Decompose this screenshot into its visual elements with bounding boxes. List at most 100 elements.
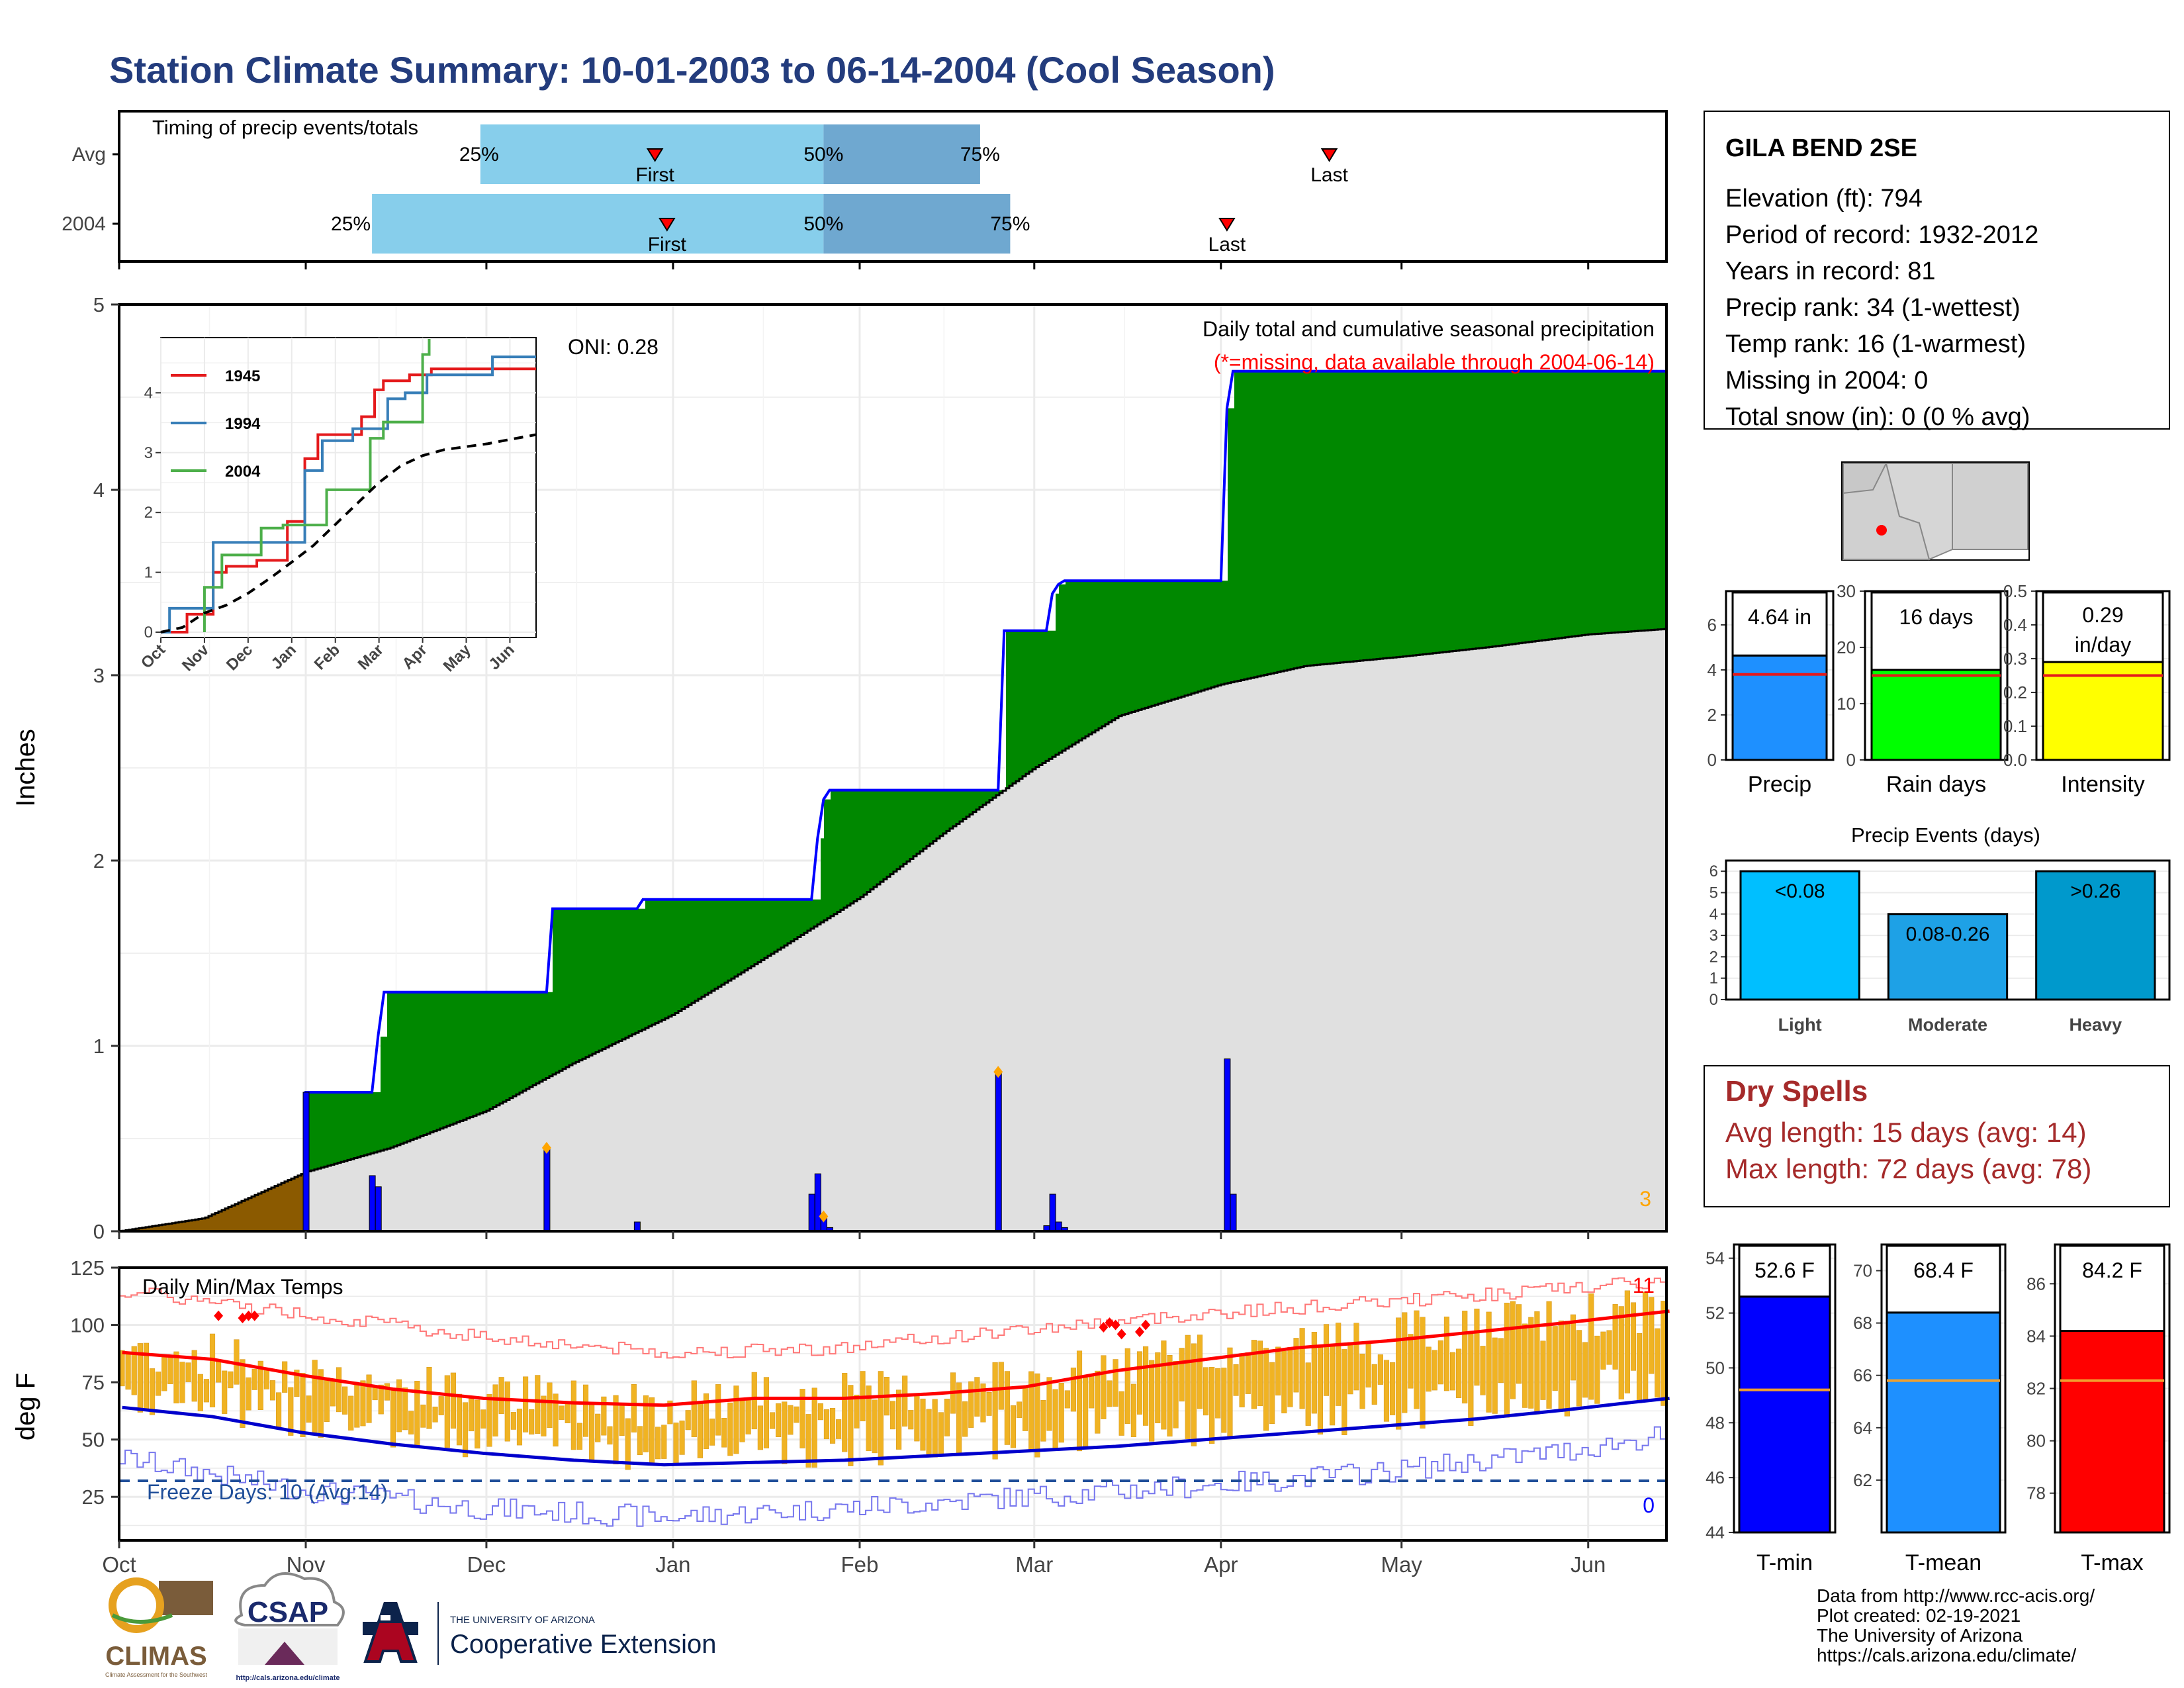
- timing-p25-label: 25%: [331, 213, 371, 235]
- inset-series-line: [160, 433, 537, 633]
- record-high-marker: [214, 1310, 224, 1321]
- daily-temp-bar: [1383, 1360, 1390, 1422]
- daily-temp-bar: [1606, 1330, 1612, 1365]
- footer-line: Data from http://www.rcc-acis.org/: [1817, 1585, 2095, 1606]
- mini-ytick-label: 0: [1846, 750, 1856, 770]
- daily-temp-bar: [697, 1401, 703, 1458]
- timing-p50-label: 50%: [803, 144, 843, 165]
- daily-temp-bar: [1179, 1348, 1185, 1402]
- daily-temp-bar: [1498, 1338, 1504, 1383]
- precip-ylabel: Inches: [11, 729, 40, 807]
- daily-temp-bar: [703, 1393, 709, 1449]
- daily-temp-bar: [745, 1399, 751, 1434]
- record-high-marker: [1111, 1319, 1120, 1331]
- daily-precip-bar: [633, 1221, 641, 1232]
- temp-ytick-label: 25: [82, 1485, 105, 1509]
- record-high-marker: [1141, 1319, 1151, 1331]
- precip-ytick-label: 3: [93, 664, 105, 687]
- daily-temp-bar: [1076, 1350, 1083, 1452]
- daily-temp-bar: [866, 1385, 872, 1452]
- mini-bar-raindays: 0 10 20 30 16 days Rain days: [1837, 581, 2009, 797]
- daily-temp-bar: [1095, 1370, 1101, 1434]
- daily-temp-bar: [378, 1384, 384, 1415]
- daily-temp-bar: [1402, 1312, 1408, 1413]
- daily-temp-bar: [402, 1387, 408, 1430]
- events-ytick-label: 2: [1709, 948, 1718, 966]
- daily-temp-bar: [1510, 1301, 1516, 1399]
- daily-temp-bar: [1474, 1308, 1480, 1386]
- month-label: May: [1381, 1552, 1423, 1577]
- daily-temp-bar: [366, 1374, 372, 1423]
- daily-temp-bar: [1004, 1371, 1010, 1445]
- temp-bar-label: T-min: [1756, 1550, 1813, 1575]
- daily-precip-bar: [543, 1147, 551, 1232]
- inset-ytick-label: 0: [144, 624, 153, 641]
- daily-temp-bar: [469, 1396, 475, 1432]
- mini-frame: [2035, 590, 2171, 761]
- daily-temp-bar: [649, 1397, 655, 1464]
- daily-temp-bar: [342, 1386, 348, 1415]
- temp-bar-frame: [1733, 1243, 1837, 1534]
- record-high-marker: [1116, 1329, 1126, 1340]
- timing-band-25-50: [372, 194, 824, 254]
- daily-temp-bar: [1173, 1361, 1179, 1429]
- daily-temp-bar: [1546, 1301, 1552, 1409]
- precip-subtitle: (*=missing, data available through 2004-…: [1214, 350, 1655, 374]
- daily-temp-bar: [637, 1426, 643, 1455]
- timing-panel: Timing of precip events/totals Avg 25% 50%…: [62, 110, 1668, 269]
- daily-temp-bar: [769, 1412, 776, 1429]
- daily-temp-bar: [998, 1362, 1004, 1410]
- daily-temp-bar: [1576, 1330, 1582, 1407]
- daily-temp-bar: [1167, 1355, 1173, 1437]
- temp-bar-ytick-label: 44: [1706, 1523, 1725, 1542]
- daily-temp-bar: [811, 1387, 817, 1468]
- mini-category-label: Precip: [1748, 772, 1811, 797]
- daily-temp-bar: [721, 1417, 727, 1448]
- mini-label-box: [1731, 591, 1828, 657]
- daily-temp-bar: [209, 1333, 216, 1407]
- daily-temp-bar: [607, 1426, 613, 1445]
- mini-ytick-label: 10: [1837, 694, 1856, 714]
- record-high-marker: [250, 1310, 259, 1321]
- mini-ytick-label: 4: [1707, 660, 1717, 680]
- event-bar-label: >0.26: [2070, 880, 2120, 902]
- event-category-label: Moderate: [1908, 1015, 1987, 1035]
- temp-bar-ytick-label: 82: [2026, 1379, 2046, 1399]
- daily-temp-bar: [173, 1351, 179, 1403]
- daily-temp-bar: [817, 1403, 823, 1421]
- daily-temp-bar: [228, 1371, 234, 1389]
- station-info-line: Total snow (in): 0 (0 % avg): [1725, 403, 2030, 431]
- mini-value-bar: [2042, 661, 2164, 761]
- temp-bar-ytick-label: 78: [2026, 1483, 2046, 1503]
- station-info-line: Elevation (ft): 794: [1725, 185, 1923, 212]
- daily-temp-bar: [197, 1374, 203, 1411]
- daily-temp-bar: [1046, 1377, 1052, 1431]
- daily-temp-bar: [1245, 1352, 1251, 1394]
- temp-bar-ytick-label: 62: [1853, 1470, 1872, 1490]
- daily-temp-bar: [276, 1392, 282, 1428]
- daily-temp-bar: [1594, 1335, 1600, 1404]
- daily-temp-bar: [547, 1382, 553, 1429]
- daily-temp-bar: [432, 1406, 438, 1423]
- temp-value-bar: [2059, 1330, 2165, 1534]
- daily-precip-bar: [1049, 1194, 1056, 1232]
- daily-temp-bar: [1058, 1383, 1064, 1443]
- daily-temp-bar: [805, 1414, 811, 1468]
- daily-temp-bar: [667, 1400, 673, 1425]
- daily-temp-bar: [426, 1366, 432, 1429]
- daily-temp-bar: [980, 1383, 986, 1423]
- timing-first-label: First: [635, 164, 674, 186]
- inset-ytick-label: 3: [144, 444, 153, 462]
- inset-xtick-label: Feb: [311, 641, 343, 673]
- daily-temp-bar: [1251, 1340, 1257, 1409]
- temp-bar-ytick-label: 64: [1853, 1418, 1872, 1438]
- daily-temp-bar: [354, 1383, 360, 1428]
- record-high-count: 11: [1633, 1274, 1655, 1297]
- daily-temp-bar: [1377, 1354, 1383, 1385]
- station-info-line: Period of record: 1932-2012: [1725, 221, 2038, 249]
- daily-temp-bar: [848, 1385, 854, 1466]
- daily-temp-bar: [137, 1343, 143, 1413]
- daily-temp-bar: [1239, 1353, 1245, 1407]
- precip-ytick-label: 4: [93, 479, 105, 502]
